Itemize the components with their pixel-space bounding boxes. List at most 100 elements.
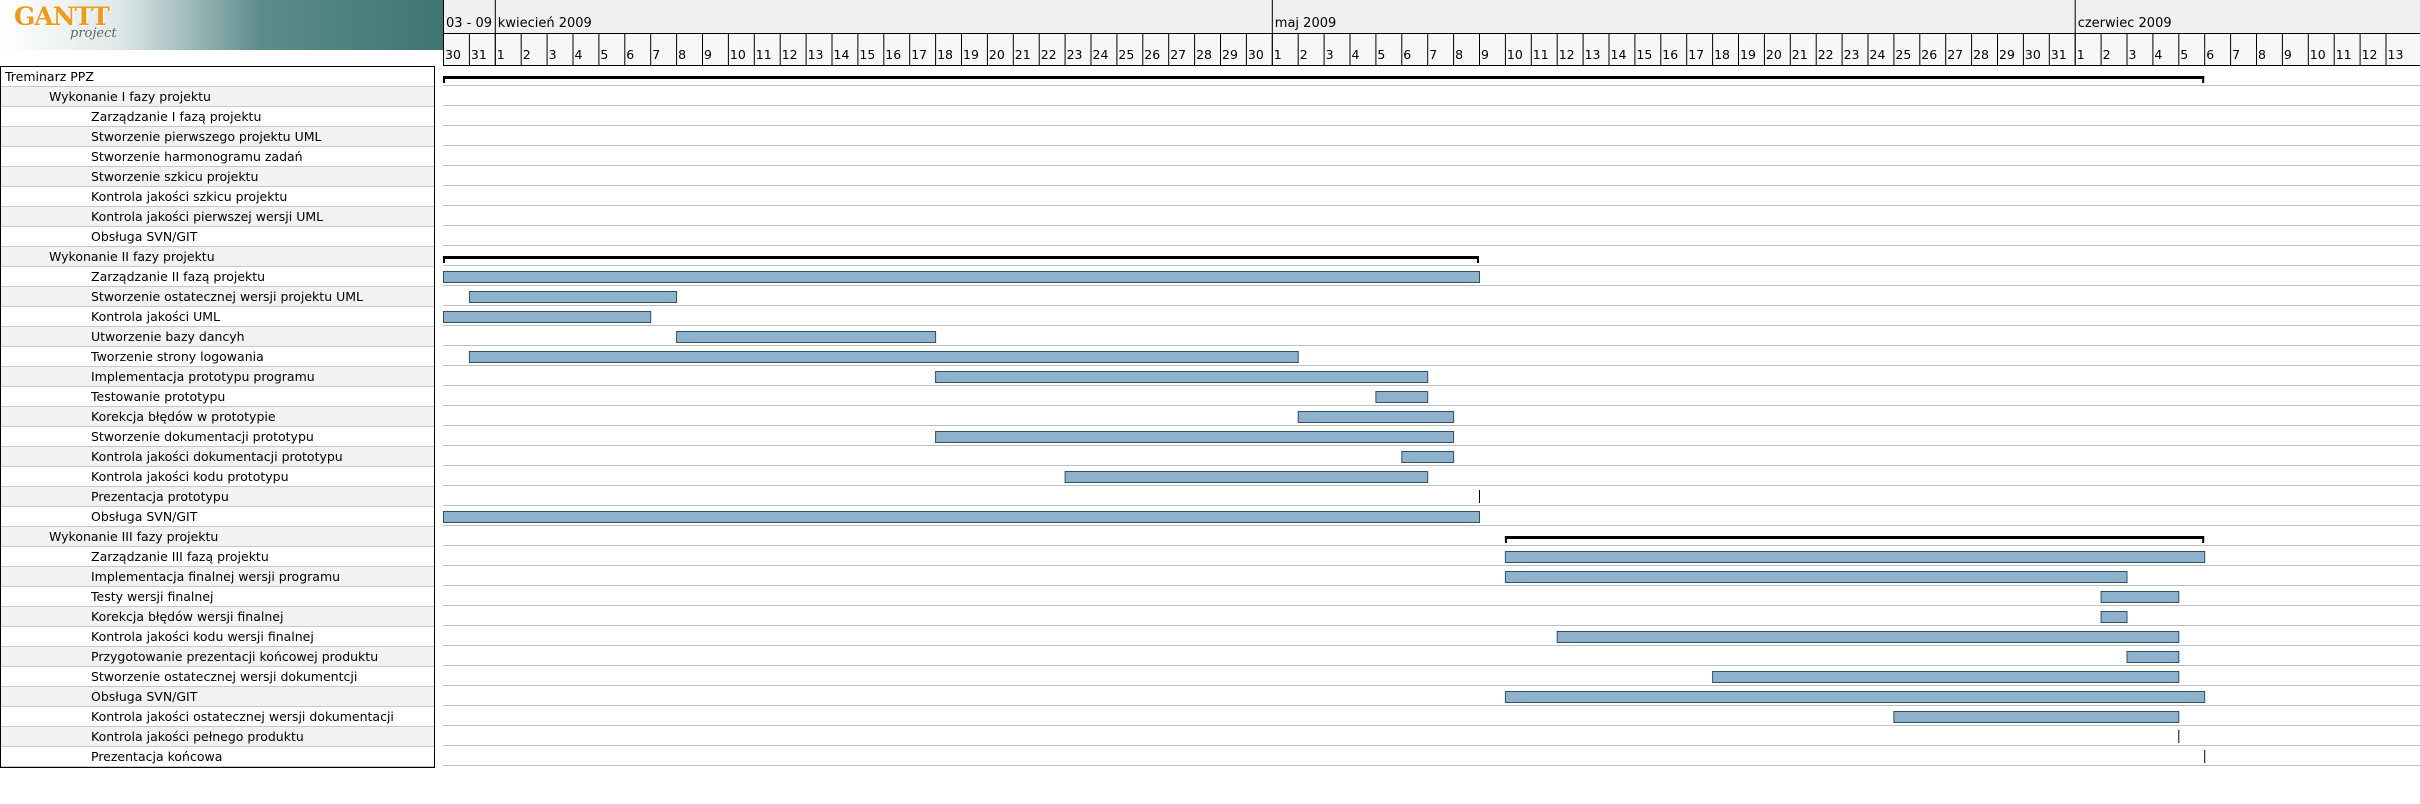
task-bar[interactable]	[443, 311, 652, 323]
task-row-project[interactable]: Treminarz PPZ	[1, 67, 434, 87]
day-label: 22	[1818, 47, 1834, 62]
day-label: 28	[1196, 47, 1212, 62]
task-row[interactable]: Testy wersji finalnej	[1, 587, 434, 607]
summary-bar-start-cap	[443, 256, 445, 263]
task-row[interactable]: Zarządzanie I fazą projektu	[1, 107, 434, 127]
month-label: 03 - 09	[446, 16, 492, 31]
task-row-phase[interactable]: Wykonanie I fazy projektu	[1, 87, 434, 107]
day-label: 4	[575, 47, 583, 62]
task-row[interactable]: Utworzenie bazy dancyh	[1, 327, 434, 347]
day-label: 29	[1999, 47, 2015, 62]
gantt-canvas: 03 - 09 kwiecień 2009 maj 2009 czerwiec 200…	[443, 0, 2420, 766]
day-label: 23	[1844, 47, 1860, 62]
day-label: 1	[497, 47, 505, 62]
task-bar[interactable]	[1401, 451, 1455, 463]
task-row[interactable]: Przygotowanie prezentacji końcowej produ…	[1, 647, 434, 667]
task-row[interactable]: Kontrola jakości pełnego produktu	[1, 727, 434, 747]
task-bar[interactable]	[1893, 711, 2180, 723]
task-row[interactable]: Kontrola jakości szkicu projektu	[1, 187, 434, 207]
task-row[interactable]: Korekcja błędów w prototypie	[1, 407, 434, 427]
summary-bar[interactable]	[443, 76, 2205, 79]
day-label: 3	[2129, 47, 2137, 62]
task-bar[interactable]	[1297, 411, 1455, 423]
day-label: 2	[1300, 47, 1308, 62]
task-bar[interactable]	[1375, 391, 1429, 403]
task-row[interactable]: Stworzenie ostatecznej wersji projektu U…	[1, 287, 434, 307]
day-label: 3	[549, 47, 557, 62]
task-row[interactable]: Kontrola jakości kodu wersji finalnej	[1, 627, 434, 647]
day-label: 31	[2051, 47, 2067, 62]
task-bar[interactable]	[468, 291, 678, 303]
day-label: 24	[1870, 47, 1886, 62]
task-bar[interactable]	[1712, 671, 2180, 683]
task-row[interactable]: Obsługa SVN/GIT	[1, 687, 434, 707]
day-label: 6	[626, 47, 634, 62]
summary-bar-start-cap	[1504, 536, 1507, 543]
day-label: 13	[2388, 47, 2404, 62]
day-label: 17	[1688, 47, 1704, 62]
task-row[interactable]: Stworzenie dokumentacji prototypu	[1, 427, 434, 447]
logo-subtitle: project	[70, 26, 117, 41]
task-bar[interactable]	[2100, 611, 2128, 623]
task-bar[interactable]	[1064, 471, 1429, 483]
task-row-phase[interactable]: Wykonanie II fazy projektu	[1, 247, 434, 267]
task-bar[interactable]	[1504, 571, 2128, 583]
task-row[interactable]: Korekcja błędów wersji finalnej	[1, 607, 434, 627]
task-bar[interactable]	[1504, 551, 2206, 563]
task-row[interactable]: Stworzenie szkicu projektu	[1, 167, 434, 187]
task-row[interactable]: Tworzenie strony logowania	[1, 347, 434, 367]
day-label: 7	[652, 47, 660, 62]
task-row[interactable]: Testowanie prototypu	[1, 387, 434, 407]
day-label: 1	[2077, 47, 2085, 62]
task-row[interactable]: Zarządzanie III fazą projektu	[1, 547, 434, 567]
task-bar[interactable]	[935, 431, 1455, 443]
task-bar[interactable]	[1556, 631, 2180, 643]
task-row[interactable]: Stworzenie harmonogramu zadań	[1, 147, 434, 167]
task-bar[interactable]	[1504, 691, 2206, 703]
task-row[interactable]: Implementacja prototypu programu	[1, 367, 434, 387]
task-row[interactable]: Implementacja finalnej wersji programu	[1, 567, 434, 587]
task-row[interactable]: Kontrola jakości ostatecznej wersji doku…	[1, 707, 434, 727]
task-bar[interactable]	[468, 351, 1299, 363]
day-label: 3	[1326, 47, 1334, 62]
task-row[interactable]: Obsługa SVN/GIT	[1, 507, 434, 527]
task-row-phase[interactable]: Wykonanie III fazy projektu	[1, 527, 434, 547]
day-label: 24	[1093, 47, 1109, 62]
task-row[interactable]: Prezentacja prototypu	[1, 487, 434, 507]
month-label: maj 2009	[1275, 16, 1336, 31]
day-label: 7	[1429, 47, 1437, 62]
task-row[interactable]: Stworzenie pierwszego projektu UML	[1, 127, 434, 147]
day-label: 12	[1559, 47, 1575, 62]
task-row[interactable]: Kontrola jakości pierwszej wersji UML	[1, 207, 434, 227]
day-header-band	[443, 33, 2420, 66]
summary-bar[interactable]	[1504, 536, 2205, 539]
summary-bar[interactable]	[443, 256, 1479, 259]
summary-bar-end-cap	[1477, 256, 1479, 263]
day-label: 23	[1067, 47, 1083, 62]
day-label: 30	[2025, 47, 2041, 62]
task-bar[interactable]	[676, 331, 937, 343]
task-bar[interactable]	[935, 371, 1429, 383]
day-label: 19	[963, 47, 979, 62]
task-bar[interactable]	[443, 511, 1480, 523]
task-row[interactable]: Kontrola jakości UML	[1, 307, 434, 327]
summary-bar-end-cap	[2202, 76, 2205, 83]
task-row[interactable]: Kontrola jakości kodu prototypu	[1, 467, 434, 487]
task-row[interactable]: Stworzenie ostatecznej wersji dokumentcj…	[1, 667, 434, 687]
day-label: 10	[2310, 47, 2326, 62]
day-label: 5	[600, 47, 608, 62]
day-label: 6	[1403, 47, 1411, 62]
task-bar[interactable]	[2126, 651, 2180, 663]
day-label: 5	[1377, 47, 1385, 62]
app-logo: GANTT project	[0, 0, 443, 50]
task-row[interactable]: Obsługa SVN/GIT	[1, 227, 434, 247]
task-row[interactable]: Kontrola jakości dokumentacji prototypu	[1, 447, 434, 467]
task-row[interactable]: Prezentacja końcowa	[1, 747, 434, 767]
task-bar[interactable]	[443, 271, 1480, 283]
day-label: 11	[1533, 47, 1549, 62]
day-label: 30	[1248, 47, 1264, 62]
day-label: 4	[2154, 47, 2162, 62]
day-label: 9	[2284, 47, 2292, 62]
task-bar[interactable]	[2100, 591, 2180, 603]
task-row[interactable]: Zarządzanie II fazą projektu	[1, 267, 434, 287]
